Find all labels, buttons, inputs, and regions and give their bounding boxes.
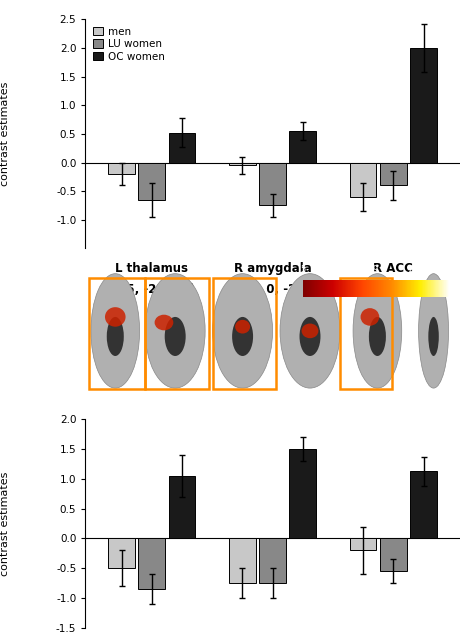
Ellipse shape [428, 317, 439, 356]
Text: 7: 7 [337, 265, 342, 274]
Text: 13: 13 [443, 265, 454, 274]
Text: (-15, -21, 12): (-15, -21, 12) [109, 283, 195, 296]
Text: 11: 11 [407, 265, 417, 274]
Ellipse shape [280, 274, 340, 388]
Text: R amygdala: R amygdala [234, 262, 311, 275]
Ellipse shape [419, 274, 448, 388]
Text: (33, 0, -24): (33, 0, -24) [236, 283, 310, 296]
Bar [380, 538, 407, 571]
Ellipse shape [361, 308, 379, 326]
Bar [380, 163, 407, 185]
Ellipse shape [155, 315, 173, 330]
Ellipse shape [105, 307, 126, 327]
Bar [350, 163, 376, 197]
Text: 9: 9 [373, 265, 378, 274]
Bar [259, 163, 286, 206]
Bar [108, 163, 135, 174]
Y-axis label: contrast estimates: contrast estimates [0, 81, 10, 186]
Bar [350, 538, 376, 551]
Ellipse shape [91, 274, 140, 388]
Bar [229, 538, 255, 583]
Y-axis label: contrast estimates: contrast estimates [0, 471, 10, 576]
Ellipse shape [353, 274, 402, 388]
Bar [108, 538, 135, 569]
Text: (3, 54, 12): (3, 54, 12) [359, 283, 428, 296]
Bar [410, 472, 437, 538]
Ellipse shape [369, 317, 386, 356]
Ellipse shape [145, 274, 205, 388]
Legend: men, LU women, OC women: men, LU women, OC women [91, 24, 167, 64]
Ellipse shape [235, 320, 250, 333]
Bar [410, 48, 437, 163]
Bar [259, 538, 286, 583]
Ellipse shape [301, 324, 319, 338]
Bar [169, 476, 195, 538]
Bar [290, 131, 316, 163]
Ellipse shape [232, 317, 253, 356]
Bar [138, 163, 165, 200]
Ellipse shape [107, 317, 124, 356]
Text: R ACC: R ACC [374, 262, 413, 275]
Bar [229, 163, 255, 165]
Text: 5: 5 [300, 265, 305, 274]
Bar [169, 133, 195, 163]
Bar [138, 538, 165, 589]
Ellipse shape [213, 274, 273, 388]
Ellipse shape [300, 317, 320, 356]
Bar [290, 449, 316, 538]
Text: L thalamus: L thalamus [115, 262, 188, 275]
Ellipse shape [164, 317, 186, 356]
